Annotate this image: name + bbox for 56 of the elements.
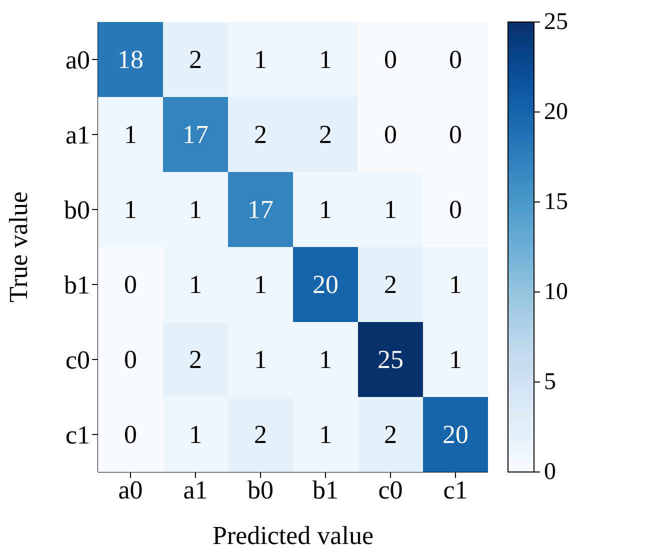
data-label: 20 <box>442 420 468 449</box>
y-tick-label: b1 <box>64 270 90 300</box>
data-label: 0 <box>384 45 397 74</box>
y-tick-label: a1 <box>65 120 90 150</box>
y-tick-label: c0 <box>65 346 90 375</box>
data-label: 2 <box>254 120 267 149</box>
x-axis-title: Predicted value <box>212 521 374 550</box>
data-label: 1 <box>189 270 202 299</box>
data-label: 1 <box>189 420 202 449</box>
color-bar-label: 15 <box>544 189 568 215</box>
color-bar-label: 0 <box>544 459 556 485</box>
data-label: 17 <box>182 120 208 149</box>
x-tick-label: a0 <box>118 475 143 504</box>
data-label: 2 <box>189 345 202 374</box>
x-tick-label: b0 <box>248 475 274 504</box>
data-label: 2 <box>189 45 202 74</box>
data-label: 1 <box>189 195 202 224</box>
data-label: 1 <box>124 120 137 149</box>
color-bar-label: 5 <box>544 369 556 395</box>
data-label: 18 <box>118 45 144 74</box>
y-tick-label: b0 <box>64 196 90 225</box>
data-label: 17 <box>248 195 274 224</box>
data-label: 0 <box>449 120 462 149</box>
data-label: 1 <box>124 195 137 224</box>
data-label: 1 <box>384 195 397 224</box>
data-label: 1 <box>449 270 462 299</box>
data-label: 1 <box>254 345 267 374</box>
x-tick-label: c1 <box>443 475 468 504</box>
data-label: 2 <box>384 420 397 449</box>
color-bar-label: 20 <box>544 99 568 125</box>
data-label: 1 <box>319 45 332 74</box>
data-label: 1 <box>254 45 267 74</box>
data-label: 2 <box>254 420 267 449</box>
y-tick-label: c1 <box>65 420 90 450</box>
data-label: 1 <box>254 270 267 299</box>
y-axis-title: True value <box>4 192 34 302</box>
data-label: 20 <box>312 270 338 299</box>
data-label: 0 <box>449 45 462 74</box>
data-label: 1 <box>319 345 332 374</box>
data-label: 0 <box>124 420 137 449</box>
color-bar-label: 25 <box>544 9 568 35</box>
data-label: 0 <box>384 120 397 149</box>
data-label: 0 <box>124 270 137 299</box>
data-label: 1 <box>319 420 332 449</box>
x-tick-label: c0 <box>378 475 403 504</box>
data-label: 1 <box>449 345 462 374</box>
data-label: 2 <box>384 270 397 299</box>
data-label: 2 <box>319 120 332 149</box>
data-label: 1 <box>319 195 332 224</box>
x-tick-label: b1 <box>312 475 338 504</box>
y-tick-label: a0 <box>65 46 90 75</box>
x-tick-label: a1 <box>183 475 208 504</box>
data-label: 25 <box>378 345 404 374</box>
data-label: 0 <box>449 195 462 224</box>
color-bar-label: 10 <box>544 279 568 305</box>
data-label: 0 <box>124 345 137 374</box>
